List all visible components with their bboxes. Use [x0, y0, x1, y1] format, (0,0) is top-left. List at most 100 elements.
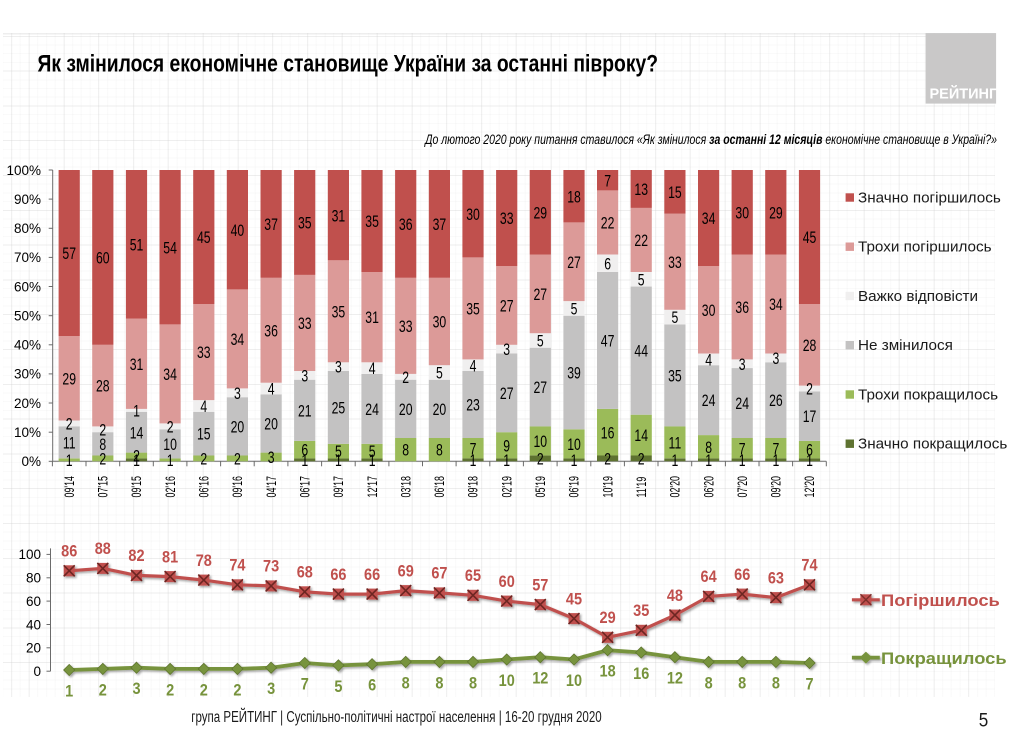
- svg-text:8: 8: [402, 675, 410, 693]
- svg-text:27: 27: [533, 286, 547, 304]
- svg-text:3: 3: [267, 680, 275, 698]
- svg-text:90%: 90%: [14, 192, 41, 207]
- svg-text:70%: 70%: [14, 250, 41, 265]
- svg-text:31: 31: [332, 208, 346, 226]
- svg-text:30: 30: [702, 302, 716, 320]
- svg-text:10'19: 10'19: [602, 476, 616, 497]
- svg-text:1: 1: [133, 452, 140, 470]
- svg-text:6: 6: [368, 677, 376, 695]
- svg-text:2: 2: [99, 451, 106, 469]
- svg-text:1: 1: [772, 452, 779, 470]
- svg-text:4: 4: [200, 398, 207, 416]
- svg-text:12'20: 12'20: [804, 476, 818, 497]
- svg-text:20: 20: [26, 641, 41, 656]
- svg-text:1: 1: [503, 452, 510, 470]
- svg-text:37: 37: [264, 216, 278, 234]
- svg-text:33: 33: [298, 315, 312, 333]
- svg-text:4: 4: [369, 360, 376, 378]
- svg-text:6: 6: [604, 256, 611, 274]
- svg-text:2: 2: [166, 682, 174, 700]
- svg-text:02'19: 02'19: [501, 476, 515, 497]
- svg-text:5: 5: [335, 443, 342, 461]
- svg-text:66: 66: [330, 566, 346, 584]
- svg-text:8: 8: [435, 675, 443, 693]
- svg-text:10: 10: [566, 672, 582, 690]
- svg-text:1: 1: [335, 452, 342, 470]
- svg-text:78: 78: [196, 552, 212, 570]
- svg-text:82: 82: [128, 547, 144, 565]
- svg-text:2: 2: [133, 448, 140, 466]
- svg-text:8: 8: [436, 442, 443, 460]
- svg-text:29: 29: [533, 205, 547, 223]
- svg-text:21: 21: [298, 403, 312, 421]
- svg-text:8: 8: [738, 675, 746, 693]
- svg-text:2: 2: [604, 451, 611, 469]
- svg-text:3: 3: [234, 385, 241, 403]
- svg-text:35: 35: [298, 215, 312, 233]
- svg-text:10%: 10%: [14, 425, 41, 440]
- svg-text:3: 3: [268, 449, 275, 467]
- svg-text:63: 63: [768, 570, 784, 588]
- svg-text:80%: 80%: [14, 221, 41, 236]
- svg-text:Не змінилося: Не змінилося: [858, 337, 953, 354]
- svg-text:57: 57: [532, 577, 548, 595]
- svg-text:18: 18: [567, 189, 581, 207]
- svg-text:14: 14: [634, 427, 648, 445]
- svg-text:8: 8: [705, 439, 712, 457]
- svg-text:2: 2: [233, 682, 241, 700]
- svg-text:33: 33: [399, 318, 413, 336]
- svg-text:11'19: 11'19: [635, 477, 649, 498]
- svg-text:28: 28: [96, 378, 110, 396]
- svg-text:73: 73: [263, 558, 279, 576]
- svg-text:60: 60: [96, 250, 110, 268]
- svg-text:Значно погіршилось: Значно погіршилось: [858, 190, 1001, 207]
- svg-text:48: 48: [667, 587, 683, 605]
- svg-text:2: 2: [638, 451, 645, 469]
- svg-text:5: 5: [369, 443, 376, 461]
- svg-text:12: 12: [667, 670, 683, 688]
- svg-text:Покращилось: Покращилось: [881, 648, 1007, 667]
- svg-text:5: 5: [436, 365, 443, 383]
- svg-text:27: 27: [500, 385, 514, 403]
- svg-text:31: 31: [365, 309, 379, 327]
- svg-text:30: 30: [735, 205, 749, 223]
- svg-text:40: 40: [26, 617, 41, 632]
- svg-text:0: 0: [33, 664, 41, 679]
- svg-text:37: 37: [433, 216, 447, 234]
- svg-text:02'16: 02'16: [164, 476, 178, 497]
- svg-text:1: 1: [470, 452, 477, 470]
- svg-text:5: 5: [571, 301, 578, 319]
- svg-text:група РЕЙТИНГ | Суспільно-полі: група РЕЙТИНГ | Суспільно-політичні наст…: [191, 708, 602, 725]
- svg-text:24: 24: [735, 395, 749, 413]
- svg-text:Погіршилось: Погіршилось: [881, 591, 1000, 610]
- svg-text:27: 27: [500, 298, 514, 316]
- svg-text:60%: 60%: [14, 279, 41, 294]
- svg-text:06'20: 06'20: [703, 476, 717, 497]
- svg-text:33: 33: [668, 254, 682, 272]
- svg-text:16: 16: [633, 665, 649, 683]
- svg-text:4: 4: [268, 381, 275, 399]
- svg-text:50%: 50%: [14, 309, 41, 324]
- svg-text:7: 7: [805, 676, 813, 694]
- svg-text:7: 7: [301, 676, 309, 694]
- svg-text:69: 69: [398, 563, 414, 581]
- svg-text:3: 3: [772, 350, 779, 368]
- svg-text:30: 30: [466, 206, 480, 224]
- svg-text:27: 27: [567, 254, 581, 272]
- svg-text:29: 29: [62, 371, 76, 389]
- svg-text:35: 35: [332, 304, 346, 322]
- svg-text:2: 2: [537, 451, 544, 469]
- svg-text:8: 8: [772, 675, 780, 693]
- svg-text:1: 1: [167, 452, 174, 470]
- svg-text:Трохи погіршилось: Трохи погіршилось: [858, 239, 992, 256]
- svg-text:06'19: 06'19: [568, 476, 582, 497]
- svg-text:3: 3: [301, 368, 308, 386]
- svg-text:13: 13: [634, 181, 648, 199]
- svg-text:2: 2: [200, 682, 208, 700]
- svg-text:Трохи покращилось: Трохи покращилось: [858, 387, 998, 404]
- svg-text:1: 1: [571, 452, 578, 470]
- svg-text:64: 64: [701, 568, 717, 586]
- svg-text:10: 10: [533, 433, 547, 451]
- svg-text:67: 67: [431, 565, 447, 583]
- svg-text:22: 22: [601, 215, 615, 233]
